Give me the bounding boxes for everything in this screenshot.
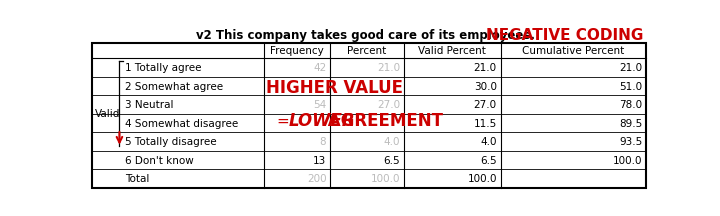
Text: 100.0: 100.0 (371, 174, 400, 184)
Text: 3 Neutral: 3 Neutral (125, 100, 174, 110)
Text: 4.0: 4.0 (480, 137, 497, 147)
Text: 21.0: 21.0 (619, 63, 642, 73)
Text: 1 Totally agree: 1 Totally agree (125, 63, 202, 73)
Text: 5 Totally disagree: 5 Totally disagree (125, 137, 217, 147)
Text: 6 Don't know: 6 Don't know (125, 156, 194, 166)
Text: NEGATIVE CODING: NEGATIVE CODING (486, 28, 644, 43)
Text: 6.5: 6.5 (480, 156, 497, 166)
Text: 6.5: 6.5 (383, 156, 400, 166)
Text: AGREEMENT: AGREEMENT (323, 112, 444, 130)
Text: Frequency: Frequency (271, 46, 324, 56)
Text: 100.0: 100.0 (467, 174, 497, 184)
Text: Cumulative Percent: Cumulative Percent (523, 46, 625, 56)
Text: Total: Total (125, 174, 149, 184)
Text: 13: 13 (313, 156, 326, 166)
Text: 89.5: 89.5 (619, 119, 642, 129)
Text: v2 This company takes good care of its employees.: v2 This company takes good care of its e… (196, 29, 535, 42)
Text: 8: 8 (320, 137, 326, 147)
Text: 51.0: 51.0 (619, 82, 642, 92)
Text: 21.0: 21.0 (377, 63, 400, 73)
Text: 93.5: 93.5 (619, 137, 642, 147)
Text: =: = (276, 114, 289, 129)
Text: 54: 54 (313, 100, 326, 110)
Text: 11.5: 11.5 (474, 119, 497, 129)
Text: 4 Somewhat disagree: 4 Somewhat disagree (125, 119, 238, 129)
Text: 27.0: 27.0 (377, 100, 400, 110)
Text: Valid: Valid (94, 109, 120, 119)
Text: 200: 200 (307, 174, 326, 184)
Text: 2 Somewhat agree: 2 Somewhat agree (125, 82, 223, 92)
Text: 30.0: 30.0 (474, 82, 497, 92)
Text: Valid Percent: Valid Percent (418, 46, 486, 56)
Text: 42: 42 (313, 63, 326, 73)
Text: 21.0: 21.0 (474, 63, 497, 73)
Bar (91, 43, 647, 188)
Text: 4.0: 4.0 (384, 137, 400, 147)
Text: HIGHER VALUE: HIGHER VALUE (266, 79, 402, 97)
Text: 100.0: 100.0 (613, 156, 642, 166)
Text: 78.0: 78.0 (619, 100, 642, 110)
Text: LOWER: LOWER (289, 112, 355, 130)
Text: Percent: Percent (348, 46, 387, 56)
Text: 27.0: 27.0 (474, 100, 497, 110)
